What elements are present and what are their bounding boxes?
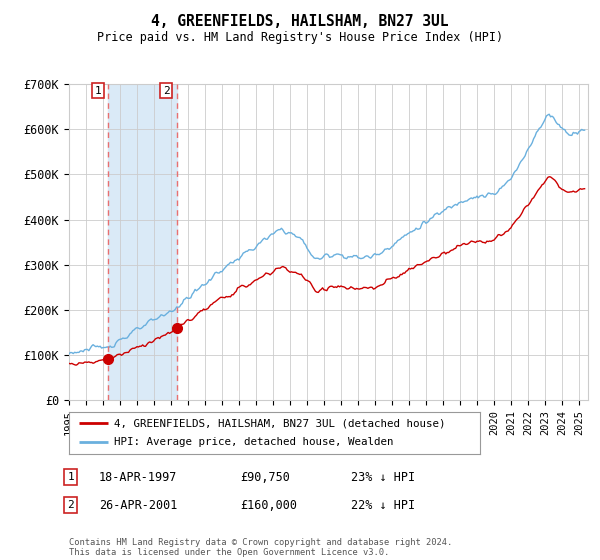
Text: 26-APR-2001: 26-APR-2001 bbox=[99, 498, 178, 512]
Text: 22% ↓ HPI: 22% ↓ HPI bbox=[351, 498, 415, 512]
Text: Price paid vs. HM Land Registry's House Price Index (HPI): Price paid vs. HM Land Registry's House … bbox=[97, 31, 503, 44]
Text: 4, GREENFIELDS, HAILSHAM, BN27 3UL (detached house): 4, GREENFIELDS, HAILSHAM, BN27 3UL (deta… bbox=[114, 418, 446, 428]
Text: £160,000: £160,000 bbox=[240, 498, 297, 512]
Text: 1: 1 bbox=[95, 86, 101, 96]
Text: 1: 1 bbox=[67, 472, 74, 482]
Text: 23% ↓ HPI: 23% ↓ HPI bbox=[351, 470, 415, 484]
Text: Contains HM Land Registry data © Crown copyright and database right 2024.
This d: Contains HM Land Registry data © Crown c… bbox=[69, 538, 452, 557]
Bar bbox=[108, 84, 176, 400]
Text: HPI: Average price, detached house, Wealden: HPI: Average price, detached house, Weal… bbox=[114, 437, 394, 447]
Text: 18-APR-1997: 18-APR-1997 bbox=[99, 470, 178, 484]
Text: 2: 2 bbox=[163, 86, 170, 96]
Text: 2: 2 bbox=[67, 500, 74, 510]
Text: £90,750: £90,750 bbox=[240, 470, 290, 484]
Text: 4, GREENFIELDS, HAILSHAM, BN27 3UL: 4, GREENFIELDS, HAILSHAM, BN27 3UL bbox=[151, 14, 449, 29]
